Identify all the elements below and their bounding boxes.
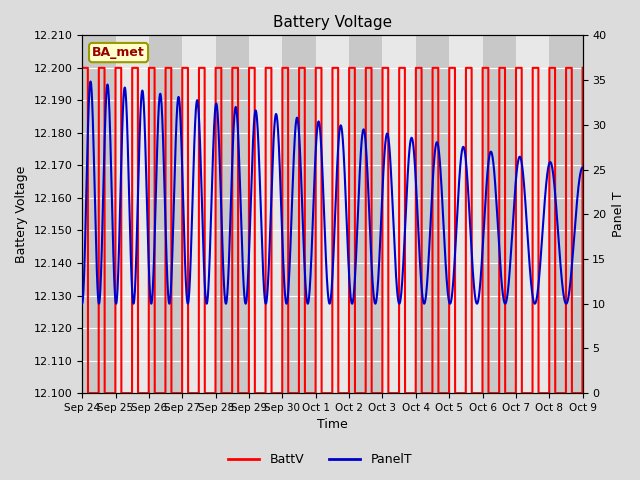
Bar (416, 36, 449, 393)
Text: BA_met: BA_met (92, 46, 145, 59)
Bar (516, 36, 549, 393)
Bar (182, 36, 216, 393)
Bar (349, 36, 383, 393)
Bar (82, 36, 115, 393)
Bar (216, 36, 249, 393)
Bar (316, 36, 349, 393)
Bar (449, 36, 483, 393)
Bar (582, 36, 616, 393)
Bar (549, 36, 582, 393)
Bar (115, 36, 149, 393)
Bar (149, 36, 182, 393)
Bar (249, 36, 282, 393)
Bar (282, 36, 316, 393)
X-axis label: Time: Time (317, 419, 348, 432)
Bar (616, 36, 640, 393)
Bar (483, 36, 516, 393)
Y-axis label: Battery Voltage: Battery Voltage (15, 166, 28, 263)
Y-axis label: Panel T: Panel T (612, 192, 625, 237)
Title: Battery Voltage: Battery Voltage (273, 15, 392, 30)
Legend: BattV, PanelT: BattV, PanelT (223, 448, 417, 471)
Bar (383, 36, 416, 393)
